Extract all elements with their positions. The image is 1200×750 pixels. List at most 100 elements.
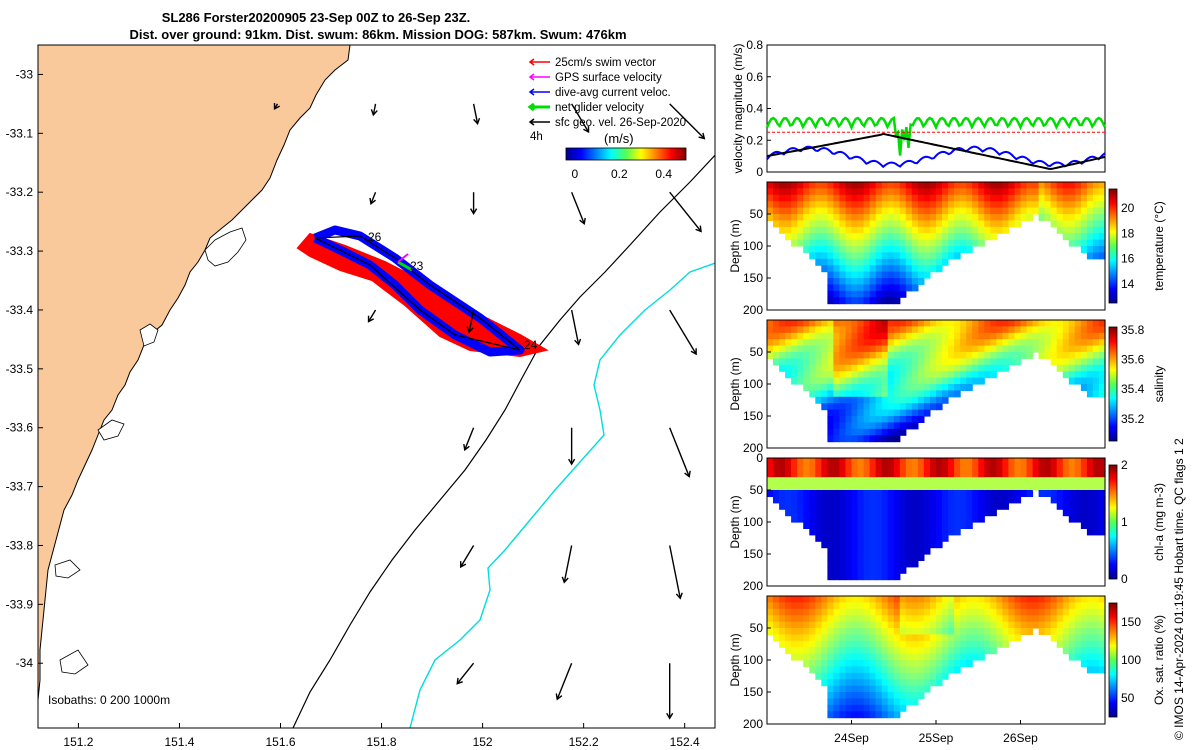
section-cell — [827, 378, 834, 385]
section-cell — [791, 496, 798, 503]
section-cell — [1069, 233, 1076, 240]
section-cell — [870, 188, 877, 195]
section-cell — [918, 384, 925, 391]
section-cell — [876, 711, 883, 718]
section-cell — [906, 397, 913, 404]
section-cell — [779, 220, 786, 227]
section-cell — [1081, 220, 1088, 227]
section-cell — [960, 358, 967, 365]
section-cell — [882, 548, 889, 555]
section-cell — [948, 227, 955, 234]
section-cell — [797, 371, 804, 378]
section-cell — [827, 554, 834, 561]
title-line-2: Dist. over ground: 91km. Dist. swum: 86k… — [129, 27, 626, 42]
y-tick-label: -33.6 — [6, 421, 34, 435]
section-cell — [876, 471, 883, 478]
section-cell — [918, 673, 925, 680]
section-cell — [846, 647, 853, 654]
section-cell — [785, 320, 792, 327]
section-cell — [906, 240, 913, 247]
section-cell — [1093, 615, 1100, 622]
section-cell — [1057, 484, 1064, 491]
section-cell — [894, 477, 901, 484]
section-cell — [1045, 195, 1052, 202]
section-cell — [930, 195, 937, 202]
section-cell — [858, 397, 865, 404]
section-cell — [930, 333, 937, 340]
section-cell — [906, 496, 913, 503]
section-cell — [924, 464, 931, 471]
section-cell — [900, 698, 907, 705]
section-cell — [815, 654, 822, 661]
section-cell — [942, 259, 949, 266]
section-cell — [1069, 458, 1076, 465]
section-cell — [1002, 320, 1009, 327]
section-cell — [912, 464, 919, 471]
x-tick-label: 26Sep — [1003, 731, 1038, 745]
section-cell — [996, 352, 1003, 359]
section-cell — [846, 622, 853, 629]
section-cell — [906, 660, 913, 667]
section-cell — [1069, 326, 1076, 333]
section-cell — [1069, 346, 1076, 353]
section-cell — [936, 188, 943, 195]
section-cell — [954, 516, 961, 523]
section-cell — [930, 666, 937, 673]
section-cell — [858, 535, 865, 542]
section-cell — [882, 535, 889, 542]
section-cell — [942, 634, 949, 641]
inlet — [55, 560, 80, 578]
section-cell — [876, 284, 883, 291]
depth-ylabel: Depth (m) — [728, 495, 742, 548]
section-cell — [1002, 227, 1009, 234]
section-cell — [870, 654, 877, 661]
section-cell — [1075, 233, 1082, 240]
section-colorbar — [1109, 465, 1117, 579]
section-cell — [803, 240, 810, 247]
section-cell — [924, 326, 931, 333]
section-cell — [1081, 214, 1088, 221]
section-cell — [888, 692, 895, 699]
section-cell — [948, 346, 955, 353]
section-cell — [1057, 208, 1064, 215]
section-cell — [803, 358, 810, 365]
section-cell — [870, 220, 877, 227]
section-cell — [960, 339, 967, 346]
section-cell — [954, 596, 961, 603]
section-cell — [900, 464, 907, 471]
section-cell — [1069, 628, 1076, 635]
section-cell — [924, 496, 931, 503]
section-cell — [912, 252, 919, 259]
section-cell — [954, 182, 961, 189]
section-cell — [864, 567, 871, 574]
section-cell — [930, 609, 937, 616]
section-cell — [1039, 352, 1046, 359]
section-cell — [803, 490, 810, 497]
section-cell — [815, 484, 822, 491]
section-cell — [1057, 609, 1064, 616]
section-cell — [1063, 622, 1070, 629]
section-cell — [966, 352, 973, 359]
section-cell — [815, 240, 822, 247]
section-cell — [1075, 622, 1082, 629]
section-cell — [809, 326, 816, 333]
section-cell — [900, 484, 907, 491]
section-cell — [936, 458, 943, 465]
section-cell — [888, 214, 895, 221]
section-cell — [1093, 522, 1100, 529]
section-cell — [821, 326, 828, 333]
section-cell — [852, 496, 859, 503]
section-cell — [791, 233, 798, 240]
section-cell — [1045, 346, 1052, 353]
section-cell — [839, 647, 846, 654]
section-cell — [930, 246, 937, 253]
section-cell — [858, 214, 865, 221]
section-cell — [858, 208, 865, 215]
section-cell — [936, 252, 943, 259]
section-cell — [833, 567, 840, 574]
section-cell — [827, 429, 834, 436]
section-cell — [936, 220, 943, 227]
section-cell — [990, 365, 997, 372]
section-cell — [846, 358, 853, 365]
section-cell — [924, 410, 931, 417]
